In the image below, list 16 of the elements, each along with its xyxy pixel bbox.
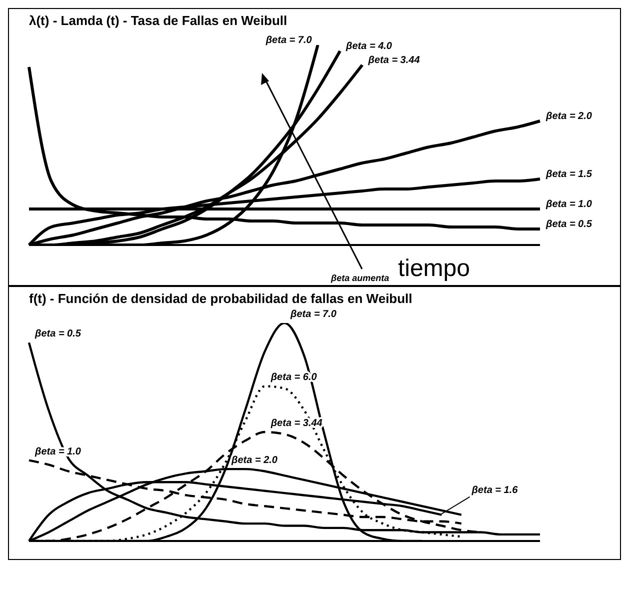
series-label: βeta = 3.44 [367,55,420,66]
x-axis-title: tiempo [398,255,470,282]
series-label: βeta = 4.0 [345,41,392,52]
text: βeta aumenta [331,273,390,283]
series-label: βeta = 0.5 [34,328,82,340]
chart-title: λ(t) - Lamda (t) - Tasa de Fallas en Weibull [28,12,288,30]
series-label: βeta = 1.5 [545,169,592,180]
series-label: βeta = 2.0 [545,111,592,122]
series-label: βeta = 1.0 [545,199,592,210]
series-label: βeta = 7.0 [264,35,312,46]
series-label: βeta = 0.5 [545,219,592,230]
text: βeta = 1.6 [470,484,518,496]
series-label: βeta = 7.0 [290,309,337,320]
chart-title: f(t) - Función de densidad de probabilidad de fallas en Weibull [28,290,414,308]
series-label: βeta = 1.0 [34,446,82,458]
series-label: βeta = 2.0 [230,455,278,466]
